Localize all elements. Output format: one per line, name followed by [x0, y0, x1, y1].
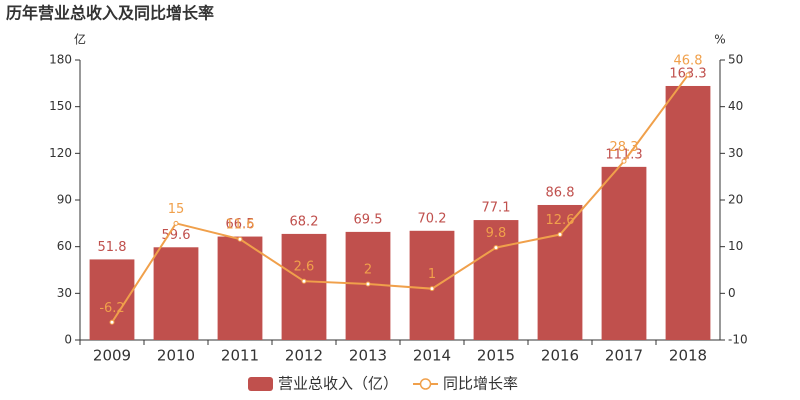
x-tick-label: 2014	[413, 347, 451, 365]
line-value-label: 11.6	[226, 218, 255, 233]
line-value-label: 15	[168, 202, 185, 217]
legend-label: 同比增长率	[443, 375, 518, 393]
bar-value-label: 59.6	[162, 228, 191, 243]
legend-swatch	[248, 377, 273, 391]
y2-tick-label: 10	[728, 239, 743, 253]
bar	[153, 247, 199, 340]
y2-tick-label: 40	[728, 99, 743, 113]
line-value-label: 2.6	[294, 260, 315, 275]
line-point	[109, 319, 115, 325]
y2-tick-label: 50	[728, 53, 743, 67]
legend-item[interactable]: 同比增长率	[413, 375, 518, 393]
y-tick-label: 0	[64, 333, 72, 347]
chart-title: 历年营业总收入及同比增长率	[6, 4, 214, 23]
y-tick-label: 150	[49, 99, 72, 113]
bar-value-label: 68.2	[290, 214, 319, 229]
line-point	[365, 281, 371, 287]
y2-tick-label: 20	[728, 193, 743, 207]
bar-value-label: 51.8	[98, 240, 127, 255]
line-value-label: 46.8	[674, 53, 703, 68]
bar-value-label: 66.5	[226, 217, 255, 232]
bar-value-label: 86.8	[546, 185, 575, 200]
y2-tick-label: 0	[728, 286, 736, 300]
legend-label: 营业总收入（亿）	[278, 375, 398, 393]
x-tick-label: 2011	[221, 347, 259, 365]
legend-item[interactable]: 营业总收入（亿）	[248, 375, 398, 393]
line-point	[301, 278, 307, 284]
bar-value-label: 111.3	[605, 147, 642, 162]
x-tick-label: 2010	[157, 347, 195, 365]
y-tick-label: 120	[49, 146, 72, 160]
bar	[473, 220, 519, 340]
y-tick-label: 180	[49, 53, 72, 67]
bar	[537, 204, 583, 340]
bar	[281, 233, 327, 340]
y-tick-label: 60	[57, 239, 72, 253]
x-tick-label: 2012	[285, 347, 323, 365]
x-tick-label: 2015	[477, 347, 515, 365]
line-value-label: 9.8	[486, 226, 507, 241]
bar-value-label: 77.1	[482, 201, 511, 216]
bar	[601, 166, 647, 340]
line-point	[557, 232, 563, 238]
line-value-label: 12.6	[546, 213, 575, 228]
y2-unit: %	[714, 33, 725, 47]
bar-value-label: 70.2	[418, 211, 447, 226]
line-point	[237, 236, 243, 242]
legend-marker	[419, 378, 432, 390]
line-point	[173, 220, 179, 226]
bar	[665, 85, 711, 340]
line-point	[685, 72, 691, 78]
x-tick-label: 2016	[541, 347, 579, 365]
line-value-label: 2	[364, 263, 372, 278]
line-value-label: 28.3	[610, 140, 639, 155]
bar	[217, 236, 263, 340]
x-tick-label: 2017	[605, 347, 643, 365]
line-value-label: -6.2	[99, 301, 124, 316]
y-unit: 亿	[74, 32, 86, 47]
y2-tick-label: 30	[728, 146, 743, 160]
line-point	[429, 286, 435, 292]
y-tick-label: 90	[57, 193, 72, 207]
y-tick-label: 30	[57, 286, 72, 300]
bar	[409, 230, 455, 340]
line-point	[621, 158, 627, 164]
x-tick-label: 2013	[349, 347, 387, 365]
line-value-label: 1	[428, 267, 436, 282]
line-point	[493, 245, 499, 251]
bar-value-label: 69.5	[354, 212, 383, 227]
x-tick-label: 2009	[93, 347, 131, 365]
y2-tick-label: -10	[728, 333, 748, 347]
x-tick-label: 2018	[669, 347, 707, 365]
line	[111, 74, 689, 323]
